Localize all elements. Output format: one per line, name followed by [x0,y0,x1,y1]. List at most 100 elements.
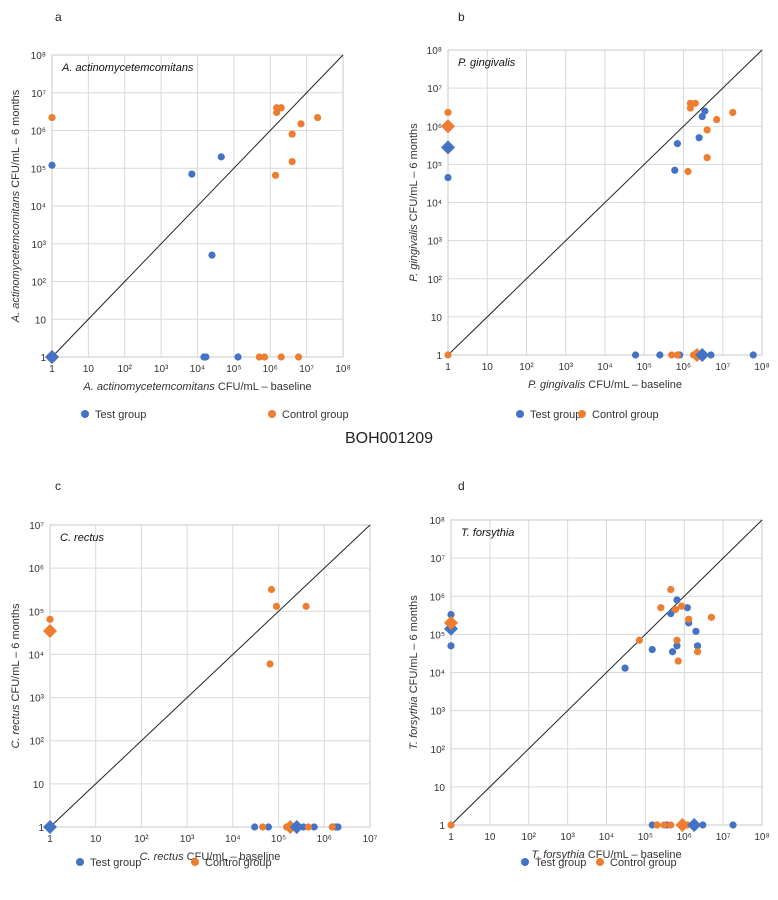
x-tick-label: 10⁸ [754,362,769,373]
control-median-marker [441,119,455,134]
control-point [657,604,665,612]
y-axis-title: C. rectus CFU/mL – 6 months [10,603,22,749]
control-point [259,823,267,831]
control-point [288,158,296,166]
y-tick-label: 1 [40,353,46,364]
legend-test-marker [76,858,84,866]
legend-control-label: Control group [610,857,677,869]
test-point [707,351,715,359]
panel-letter: a [55,10,62,24]
y-tick-label: 10⁷ [427,84,442,95]
y-tick-label: 10 [33,780,45,791]
x-axis-title: C. rectus CFU/mL – baseline [140,851,281,863]
control-point [685,615,693,623]
y-axis-title: P. gingivalis CFU/mL – 6 months [408,123,420,282]
legend-test-label: Test group [90,857,141,869]
control-point [271,171,280,179]
y-tick-label: 10⁸ [31,51,46,62]
y-tick-label: 10⁷ [430,554,445,565]
test-point [264,823,273,831]
y-tick-label: 10 [434,783,446,794]
control-point [684,167,692,176]
test-point [202,353,210,361]
x-tick-label: 1 [47,834,53,845]
y-tick-label: 10⁶ [427,122,442,133]
test-point [217,153,225,161]
control-point [267,585,276,594]
test-point [693,642,702,650]
legend-control-label: Control group [282,409,349,421]
control-point [673,351,682,359]
x-tick-label: 10⁶ [677,832,692,843]
x-tick-label: 1 [445,362,451,373]
identity-line [447,49,763,356]
x-tick-label: 10⁴ [225,834,240,845]
y-tick-label: 10⁶ [31,127,46,138]
legend: Test group Control group [521,857,677,869]
control-point [691,99,699,107]
x-tick-label: 10⁷ [299,364,314,375]
control-point [255,353,263,361]
control-point [294,353,303,361]
control-point [273,108,281,117]
x-tick-label: 10⁷ [715,362,730,373]
control-point [444,351,452,359]
test-median-marker [441,140,455,155]
control-point [707,613,716,621]
test-point [701,107,709,115]
control-point [729,108,737,117]
y-tick-label: 10³ [32,240,47,251]
control-point [277,353,285,361]
y-tick-label: 10³ [30,694,45,705]
control-point [674,657,682,665]
y-tick-label: 10⁵ [31,164,46,175]
test-point [48,161,56,169]
legend-test-marker [81,410,89,418]
x-tick-label: 10⁶ [317,834,332,845]
control-point [713,115,721,124]
control-point [703,154,711,162]
control-point [667,585,675,594]
panel-c: c 1 10 10² 10³ 10⁴ 10⁵ 10⁶ 10⁷ 1 10 10² 10³ 10⁴ 10⁵ 10⁶… [10,479,378,869]
control-point [635,636,643,644]
plot-title: P. gingivalis [458,57,516,69]
control-point [686,104,695,112]
x-axis-title: T. forsythia CFU/mL – baseline [531,849,681,861]
control-point [277,104,285,112]
x-tick-label: 10⁵ [638,832,653,843]
test-point [729,821,737,829]
test-median-marker [695,348,710,362]
test-point [673,596,681,604]
x-tick-label: 10⁸ [754,832,769,843]
x-tick-label: 10² [522,832,537,843]
legend-control-label: Control group [592,409,659,421]
plot-title: T. forsythia [461,527,514,539]
test-point [447,611,455,619]
test-point [692,627,700,635]
test-point [673,642,681,650]
y-tick-label: 10⁷ [29,521,44,532]
control-point [672,605,680,614]
control-point [302,602,310,610]
y-axis-title: A. actinomycetemcomitans CFU/mL – 6 mont… [10,89,22,323]
legend-test-marker [516,410,524,418]
test-point [668,648,677,656]
control-point [297,120,305,128]
panel-d: d 1 10 10² 10³ 10⁴ 10⁵ 10⁶ 10⁷ 10⁸ 1 10 10² 10³ 10⁴ 10⁵… [408,479,769,869]
legend-test-label: Test group [95,409,146,421]
y-tick-label: 10 [35,315,47,326]
control-point [328,823,336,831]
test-point [447,642,455,650]
test-point [683,604,691,612]
legend-control-label: Control group [205,857,272,869]
x-tick-label: 1 [49,364,55,375]
test-point [621,664,629,672]
test-point [698,112,706,121]
panel-letter: c [55,479,61,493]
panel-b: b 1 10 10² 10³ 10⁴ 10⁵ 10⁶ 10⁷ 10⁸ 1 10 10² 10³ 10⁴ 10⁵… [408,10,769,421]
test-point [673,140,682,148]
legend-control-marker [596,858,604,866]
test-point [251,823,259,831]
y-tick-label: 10 [431,313,443,324]
y-tick-label: 10² [32,278,47,289]
